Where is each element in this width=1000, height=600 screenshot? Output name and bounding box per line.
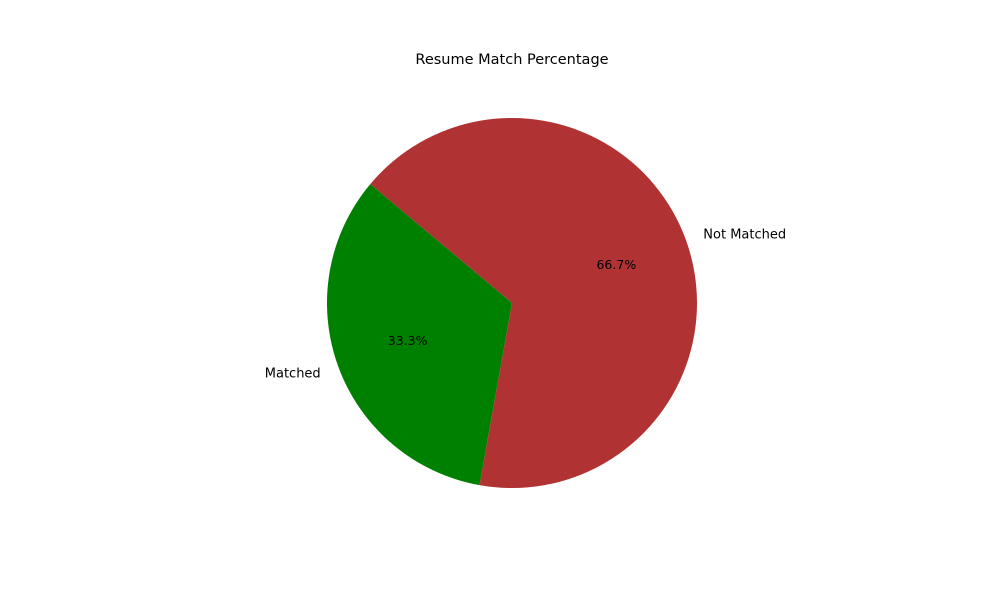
slice-label-0: Matched [265, 366, 321, 381]
pie-slice-not-matched [370, 118, 697, 489]
pie-labels: Matched 33.3% Not Matched 66.7% [265, 228, 786, 382]
slice-percent-label-1: 66.7% [596, 257, 636, 272]
slice-label-1: Not Matched [703, 228, 786, 243]
slice-percent-label-0: 33.3% [388, 333, 428, 348]
chart-title: Resume Match Percentage [415, 52, 608, 68]
pie-slices [326, 118, 697, 489]
pie-slice-matched [326, 184, 512, 486]
